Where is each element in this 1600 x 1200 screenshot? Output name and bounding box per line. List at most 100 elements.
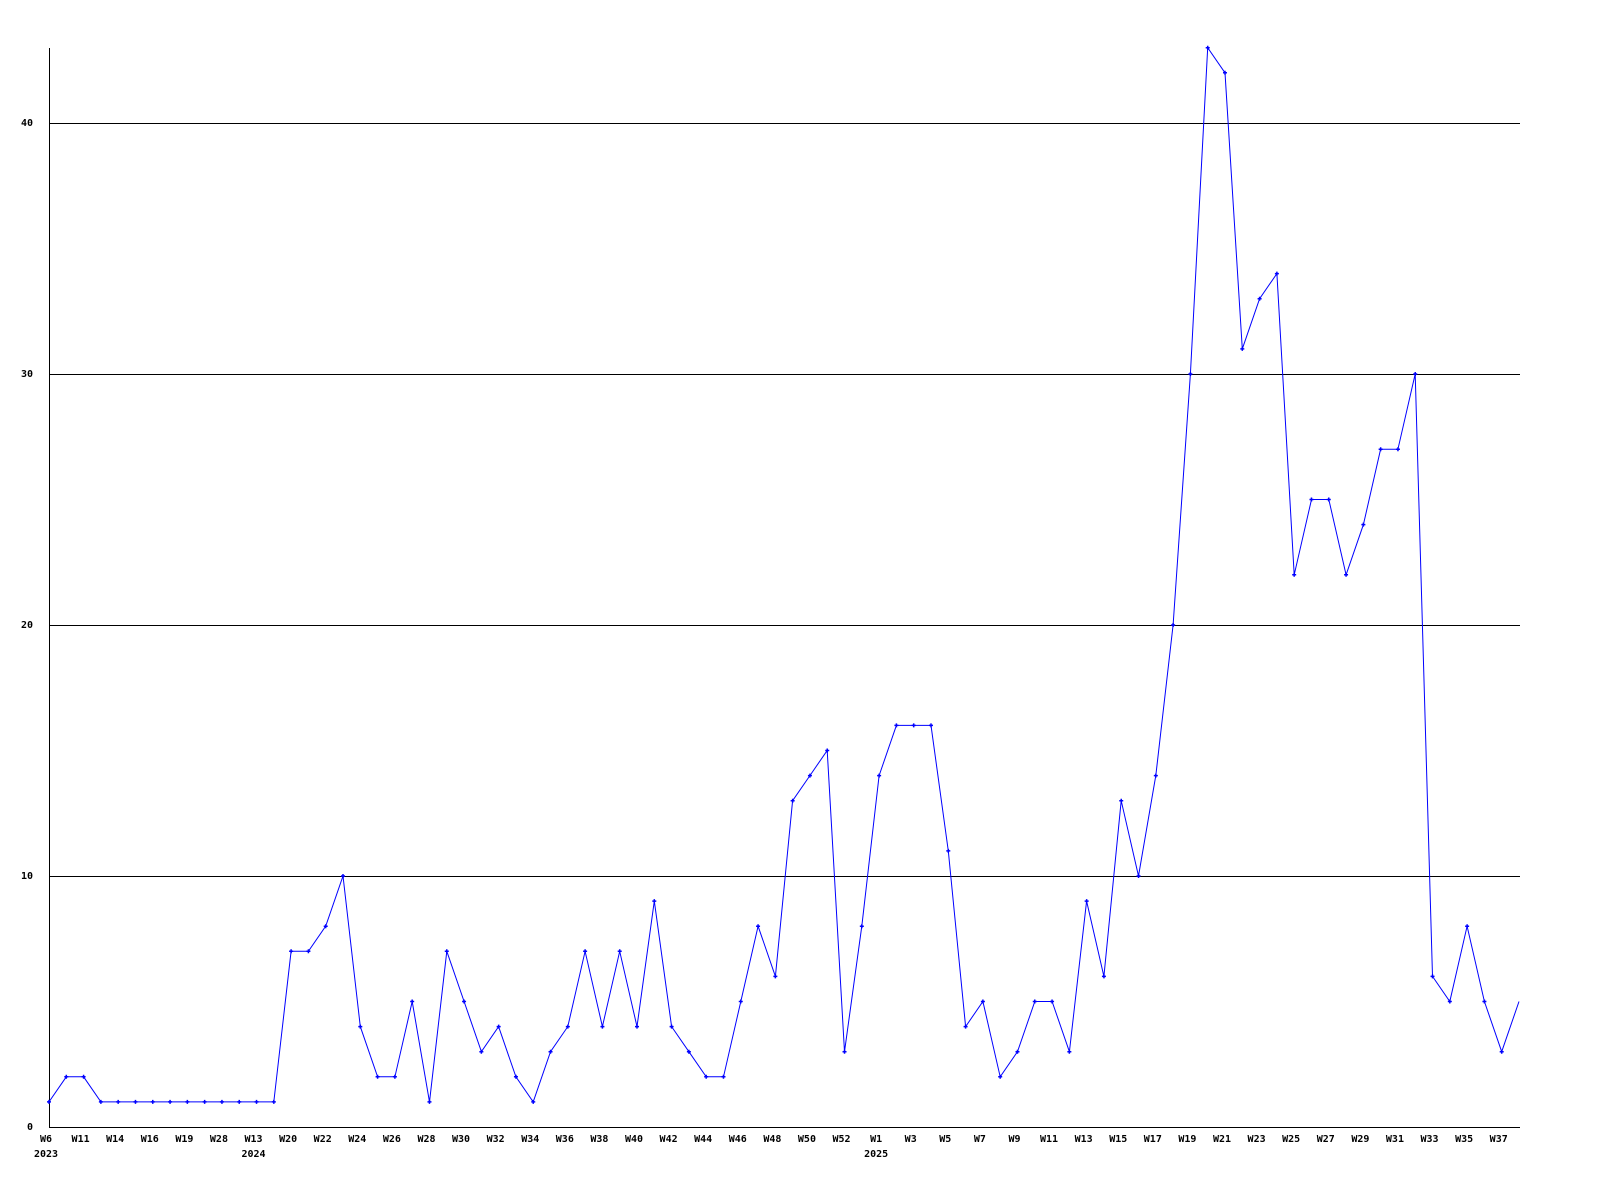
data-point <box>358 1024 363 1029</box>
data-point <box>375 1074 380 1079</box>
y-tick-label: 30 <box>21 369 33 380</box>
gridlines <box>49 123 1520 877</box>
x-tick-label: W6 <box>40 1134 52 1145</box>
y-tick-label: 0 <box>27 1122 33 1133</box>
x-tick-label: W27 <box>1317 1134 1335 1145</box>
x-tick-label: W19 <box>175 1134 193 1145</box>
data-point <box>946 848 951 853</box>
data-point <box>98 1099 103 1104</box>
data-point <box>1171 623 1176 627</box>
data-point <box>462 999 467 1004</box>
data-point <box>980 999 985 1004</box>
x-tick-label: W30 <box>452 1134 470 1145</box>
data-point <box>392 1074 397 1079</box>
data-point <box>1257 296 1262 301</box>
x-tick-label: W37 <box>1490 1134 1508 1145</box>
data-point <box>202 1099 207 1104</box>
data-point <box>859 924 864 929</box>
data-point <box>531 1099 536 1104</box>
x-tick-label: W46 <box>729 1134 747 1145</box>
x-tick-label: W11 <box>72 1134 90 1145</box>
data-point <box>1050 999 1055 1004</box>
x-tick-label: W16 <box>141 1134 159 1145</box>
x-tick-label: W52 <box>832 1134 850 1145</box>
x-tick-label: W1 <box>870 1134 882 1145</box>
data-point <box>894 723 899 728</box>
data-point <box>998 1074 1003 1079</box>
series-line <box>48 46 1520 1103</box>
data-point <box>1015 1049 1020 1054</box>
data-point <box>133 1099 138 1104</box>
data-point <box>341 874 345 878</box>
x-tick-label: W44 <box>694 1134 712 1145</box>
data-point <box>929 723 933 728</box>
data-point <box>652 899 657 904</box>
data-point <box>1395 447 1400 452</box>
x-tick-label: W20 <box>279 1134 297 1145</box>
data-point <box>721 1074 726 1079</box>
data-point <box>807 773 812 778</box>
x-tick-label: W17 <box>1144 1134 1162 1145</box>
data-point <box>686 1049 691 1054</box>
data-point <box>427 1099 432 1104</box>
x-tick-label: W31 <box>1386 1134 1404 1145</box>
x-tick-label: W15 <box>1109 1134 1127 1145</box>
data-point <box>168 1099 173 1104</box>
x-tick-label: W13 <box>244 1134 262 1145</box>
data-point <box>116 1099 121 1104</box>
x-tick-label: W50 <box>798 1134 816 1145</box>
x-tick-label: W5 <box>939 1134 951 1145</box>
y-tick-label: 10 <box>21 871 33 882</box>
data-point <box>1309 497 1314 502</box>
data-point <box>842 1049 847 1054</box>
x-tick-label: W33 <box>1420 1134 1438 1145</box>
data-point <box>1101 974 1106 979</box>
year-label: 2025 <box>864 1149 888 1160</box>
data-point <box>1499 1049 1504 1054</box>
data-point <box>635 1024 639 1029</box>
data-point <box>669 1024 674 1029</box>
data-point <box>963 1024 968 1029</box>
x-tick-label: W35 <box>1455 1134 1473 1145</box>
x-tick-label: W48 <box>763 1134 781 1145</box>
data-point <box>513 1074 518 1079</box>
data-point <box>254 1099 259 1104</box>
data-point <box>1465 924 1470 929</box>
data-point <box>271 1099 276 1104</box>
data-point <box>565 1024 570 1029</box>
data-point <box>289 949 294 954</box>
data-point <box>444 949 449 954</box>
data-point <box>911 723 916 728</box>
x-tick-label: W9 <box>1008 1134 1020 1145</box>
data-point <box>64 1074 69 1079</box>
data-point <box>1153 773 1158 778</box>
x-tick-label: W7 <box>974 1134 986 1145</box>
data-point <box>1482 999 1487 1004</box>
data-point <box>1326 497 1331 502</box>
data-point <box>583 949 588 954</box>
data-point <box>825 748 830 753</box>
data-point <box>219 1099 224 1104</box>
x-tick-label: W42 <box>660 1134 678 1145</box>
y-tick-label: 40 <box>21 118 33 129</box>
data-point <box>1084 899 1089 904</box>
data-point <box>185 1099 190 1104</box>
data-point <box>756 924 761 929</box>
data-point <box>1188 372 1193 376</box>
data-point <box>1223 70 1227 75</box>
x-tick-label: W3 <box>905 1134 917 1145</box>
data-point <box>1447 999 1452 1004</box>
x-tick-label: W40 <box>625 1134 643 1145</box>
x-tick-label: W13 <box>1075 1134 1093 1145</box>
x-tick-label: W21 <box>1213 1134 1231 1145</box>
x-tick-label: W28 <box>210 1134 228 1145</box>
data-point <box>1119 798 1124 803</box>
data-point <box>1430 974 1435 979</box>
data-point <box>81 1074 86 1079</box>
x-tick-label: W26 <box>383 1134 401 1145</box>
x-axis-ticks: W6 W11 W14 W16 W19 W28 W13 W20 W22 W24 W26 W28 W30 W3… <box>34 1134 1508 1160</box>
data-point <box>306 949 311 954</box>
data-point <box>617 949 622 954</box>
x-tick-label: W34 <box>521 1134 539 1145</box>
